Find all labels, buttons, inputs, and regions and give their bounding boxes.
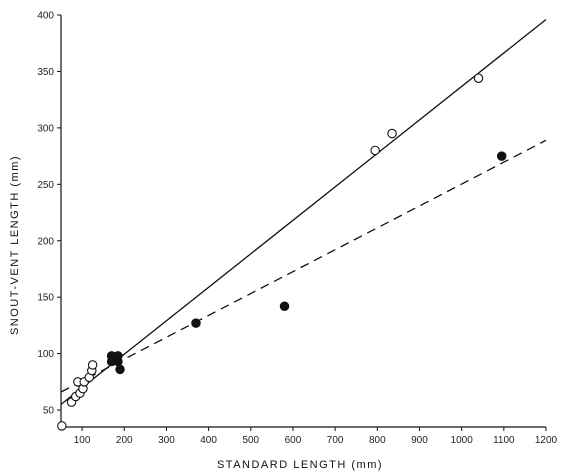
y-tick-label: 150 xyxy=(37,293,54,304)
dashed-fit-line xyxy=(60,139,547,393)
y-tick-labels: 50 100 150 200 250 300 350 400 xyxy=(37,11,54,417)
x-tick-label: 800 xyxy=(369,435,386,446)
open-data-point xyxy=(387,128,397,139)
filled-data-point xyxy=(113,351,123,361)
filled-data-point xyxy=(279,301,290,311)
filled-data-point xyxy=(115,364,125,375)
y-tick-label: 50 xyxy=(43,406,55,417)
x-tick-label: 1000 xyxy=(451,435,474,446)
x-tick-label: 500 xyxy=(242,435,259,446)
y-tick-label: 300 xyxy=(37,123,54,134)
x-tick-label: 100 xyxy=(74,435,91,446)
x-tick-label: 900 xyxy=(411,435,428,446)
open-data-point xyxy=(57,421,67,431)
filled-data-point xyxy=(496,151,507,161)
y-tick-label: 250 xyxy=(37,180,54,191)
axes xyxy=(57,14,547,431)
x-tick-label: 1100 xyxy=(493,435,515,446)
open-data-point xyxy=(87,360,98,370)
y-axis-title: SNOUT-VENT LENGTH (mm) xyxy=(9,155,21,335)
x-tick-label: 700 xyxy=(327,435,344,446)
open-data-point xyxy=(370,145,380,156)
x-axis-title: STANDARD LENGTH (mm) xyxy=(217,459,383,471)
open-data-point xyxy=(473,73,484,83)
x-tick-labels: 100 200 300 400 500 600 700 800 900 1000 1100 1200 xyxy=(74,435,558,446)
y-tick-label: 400 xyxy=(37,11,54,22)
x-tick-label: 400 xyxy=(200,435,217,446)
data-points xyxy=(57,73,507,431)
regression-lines xyxy=(60,19,547,405)
x-tick-label: 600 xyxy=(285,435,302,446)
filled-data-point xyxy=(191,318,201,328)
y-tick-label: 100 xyxy=(37,349,54,360)
x-tick-label: 300 xyxy=(158,435,175,446)
x-tick-label: 1200 xyxy=(535,435,558,446)
x-tick-label: 200 xyxy=(116,435,133,446)
y-tick-label: 200 xyxy=(37,236,54,247)
solid-fit-line xyxy=(60,19,547,405)
y-tick-label: 350 xyxy=(37,67,54,78)
